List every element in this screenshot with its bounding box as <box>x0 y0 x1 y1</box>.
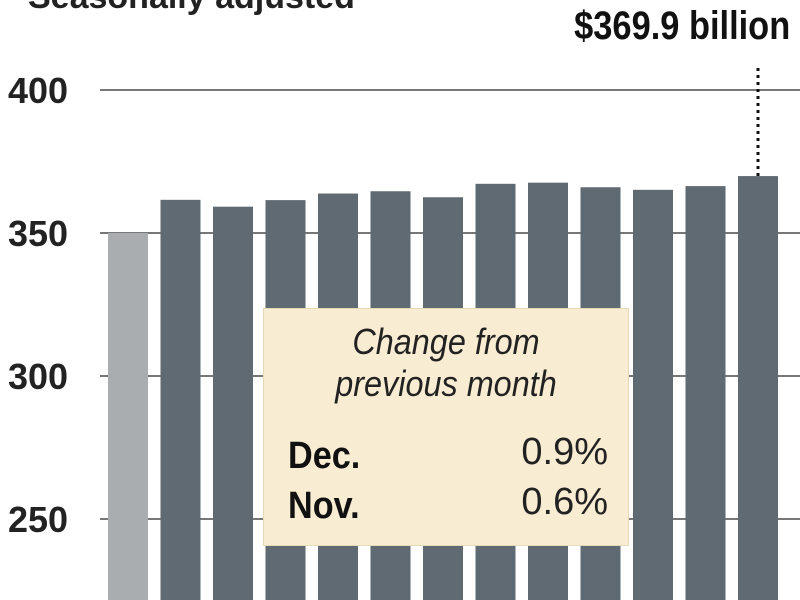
y-tick-label-300: 300 <box>8 356 68 397</box>
inset-title: Change from previous month <box>282 321 610 405</box>
y-tick-label-400: 400 <box>8 70 68 111</box>
y-tick-label-250: 250 <box>8 499 68 540</box>
inset-title-line-1: Change from <box>352 321 540 362</box>
chart-subtitle: Seasonally adjusted <box>28 0 355 17</box>
bar-12 <box>685 186 726 600</box>
inset-value-nov: 0.6% <box>521 481 608 523</box>
y-tick-label-350: 350 <box>8 213 68 254</box>
bar-11 <box>633 189 673 600</box>
inset-value-dec: 0.9% <box>521 431 608 473</box>
inset-row-nov: Nov. 0.6% <box>288 481 608 527</box>
bar-1 <box>108 233 148 600</box>
change-inset: Change from previous month Dec. 0.9% Nov… <box>263 308 629 546</box>
inset-row-dec: Dec. 0.9% <box>288 431 608 477</box>
bar-2 <box>160 199 201 600</box>
bar-13 <box>738 176 778 600</box>
inset-label-nov: Nov. <box>288 485 360 527</box>
last-value-callout: $369.9 billion <box>573 4 790 48</box>
bar-3 <box>213 206 253 600</box>
inset-title-line-2: previous month <box>335 363 557 404</box>
inset-label-dec: Dec. <box>288 435 361 477</box>
